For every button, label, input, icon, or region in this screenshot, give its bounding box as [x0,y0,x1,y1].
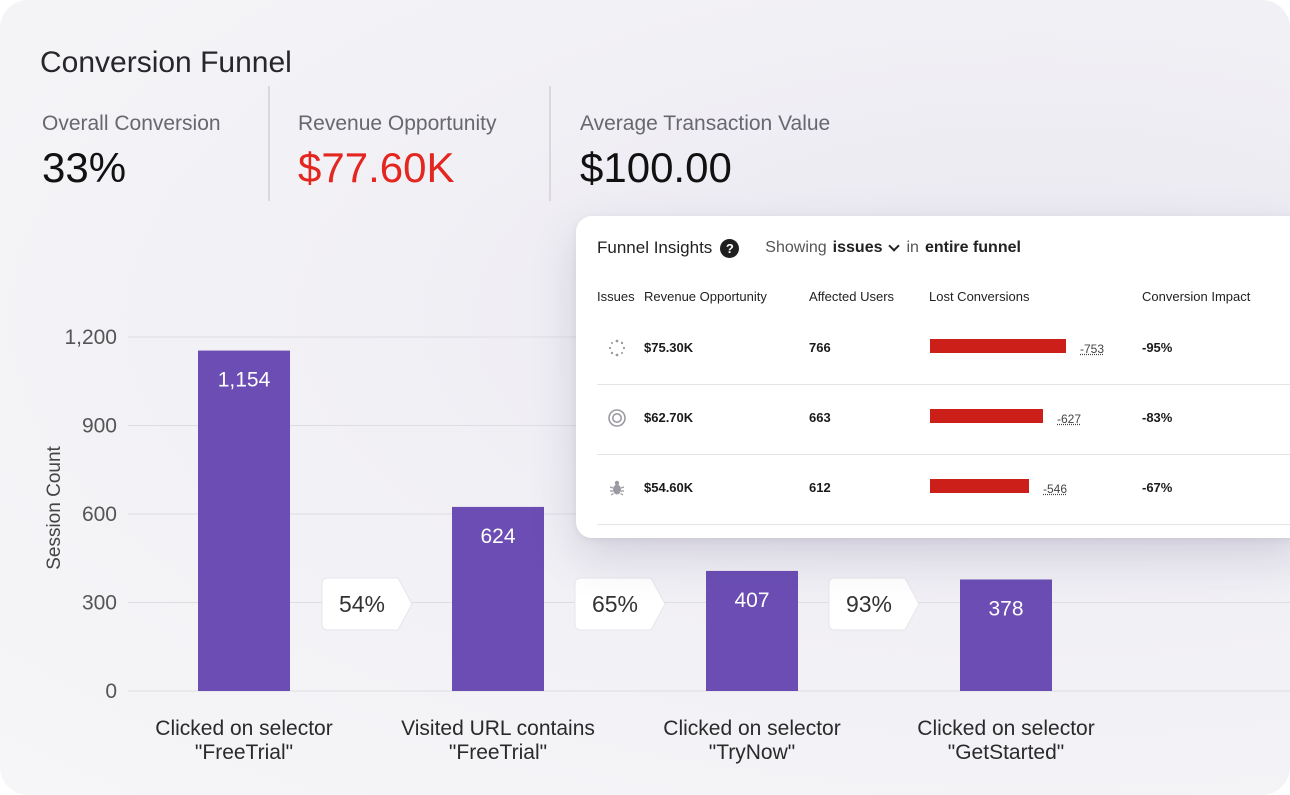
affected-users-cell: 766 [809,340,831,355]
y-tick-label: 600 [82,503,117,526]
loading-spinner-icon [608,339,626,357]
x-tick-label: Visited URL contains [401,717,595,740]
kpi-value: $77.60K [298,144,455,191]
panel-title: Funnel Insights [597,238,713,257]
conversion-impact-cell: -83% [1142,410,1173,425]
filter-dropdown[interactable]: issues [832,239,901,257]
bar [706,570,798,691]
table-row[interactable]: $75.30K 766 -753 -95% [597,314,1290,385]
y-tick-label: 1,200 [64,326,117,349]
column-header-lost-conversions[interactable]: Lost Conversions [929,289,1030,304]
table-row[interactable]: $62.70K 663 -627 -83% [597,384,1290,455]
panel-header: Funnel Insights ? Showing issues in enti… [597,238,1021,258]
chevron-down-icon [888,240,901,252]
in-label: in [906,239,919,256]
x-tick-label: Clicked on selector [155,717,332,740]
question-circle-icon[interactable]: ? [720,238,740,258]
revenue-cell: $75.30K [644,340,694,355]
step-conversion-badge [828,577,920,631]
bar-value-label: 407 [734,589,769,612]
affected-users-cell: 663 [809,410,831,425]
kpi-divider [268,86,270,201]
kpi-revenue-opportunity: Revenue Opportunity $77.60K [298,112,496,192]
step-conversion-badge [574,577,666,631]
kpi-value: 33% [42,144,127,191]
funnel-insights-panel: Funnel Insights ? Showing issues in enti… [576,216,1290,538]
target-icon [608,409,626,427]
revenue-cell: $62.70K [644,410,694,425]
step-conversion-label: 93% [846,591,892,617]
x-tick-label: "FreeTrial" [449,741,547,764]
x-tick-label: "GetStarted" [948,741,1064,764]
bar-value-label: 378 [988,597,1023,620]
y-axis-label: Session Count [44,445,65,569]
lost-conversions-bar [930,479,1029,493]
conversion-impact-cell: -95% [1142,340,1173,355]
filter-value: issues [832,239,883,256]
kpi-divider [549,86,551,201]
step-conversion-label: 65% [592,591,638,617]
kpi-overall-conversion: Overall Conversion 33% [42,112,221,192]
kpi-label: Revenue Opportunity [298,112,497,135]
x-tick-label: "FreeTrial" [195,741,293,764]
page-title: Conversion Funnel [40,46,292,79]
column-header-conversion-impact[interactable]: Conversion Impact [1142,289,1251,304]
conversion-impact-cell: -67% [1142,480,1173,495]
kpi-label: Average Transaction Value [580,112,831,135]
column-header-affected-users[interactable]: Affected Users [809,289,895,304]
x-tick-label: Clicked on selector [663,717,840,740]
y-tick-label: 0 [105,680,117,703]
bar [198,350,290,691]
kpi-average-transaction-value: Average Transaction Value $100.00 [580,112,830,192]
lost-conversions-value: -627 [1057,412,1082,426]
bug-icon [609,480,625,496]
bar-value-label: 624 [480,525,515,548]
step-conversion-label: 54% [339,591,385,617]
y-tick-label: 900 [82,415,117,438]
scope-label: entire funnel [924,239,1021,256]
x-tick-label: Clicked on selector [917,717,1094,740]
bar [452,506,544,691]
revenue-cell: $54.60K [644,480,694,495]
lost-conversions-bar [930,409,1043,423]
y-tick-label: 300 [82,592,117,615]
lost-conversions-bar [930,339,1066,353]
lost-conversions-value: -546 [1043,482,1068,496]
x-tick-label: "TryNow" [709,741,795,764]
bar [960,579,1052,691]
showing-label: Showing [765,239,827,256]
table-row[interactable]: $54.60K 612 -546 -67% [597,454,1290,525]
kpi-label: Overall Conversion [42,112,221,135]
bar-value-label: 1,154 [218,369,271,392]
step-conversion-badge [321,577,413,631]
column-header-revenue[interactable]: Revenue Opportunity [644,289,767,304]
kpi-value: $100.00 [580,144,732,191]
lost-conversions-value: -753 [1080,342,1105,356]
column-header-issues[interactable]: Issues [597,289,635,304]
affected-users-cell: 612 [809,480,831,495]
